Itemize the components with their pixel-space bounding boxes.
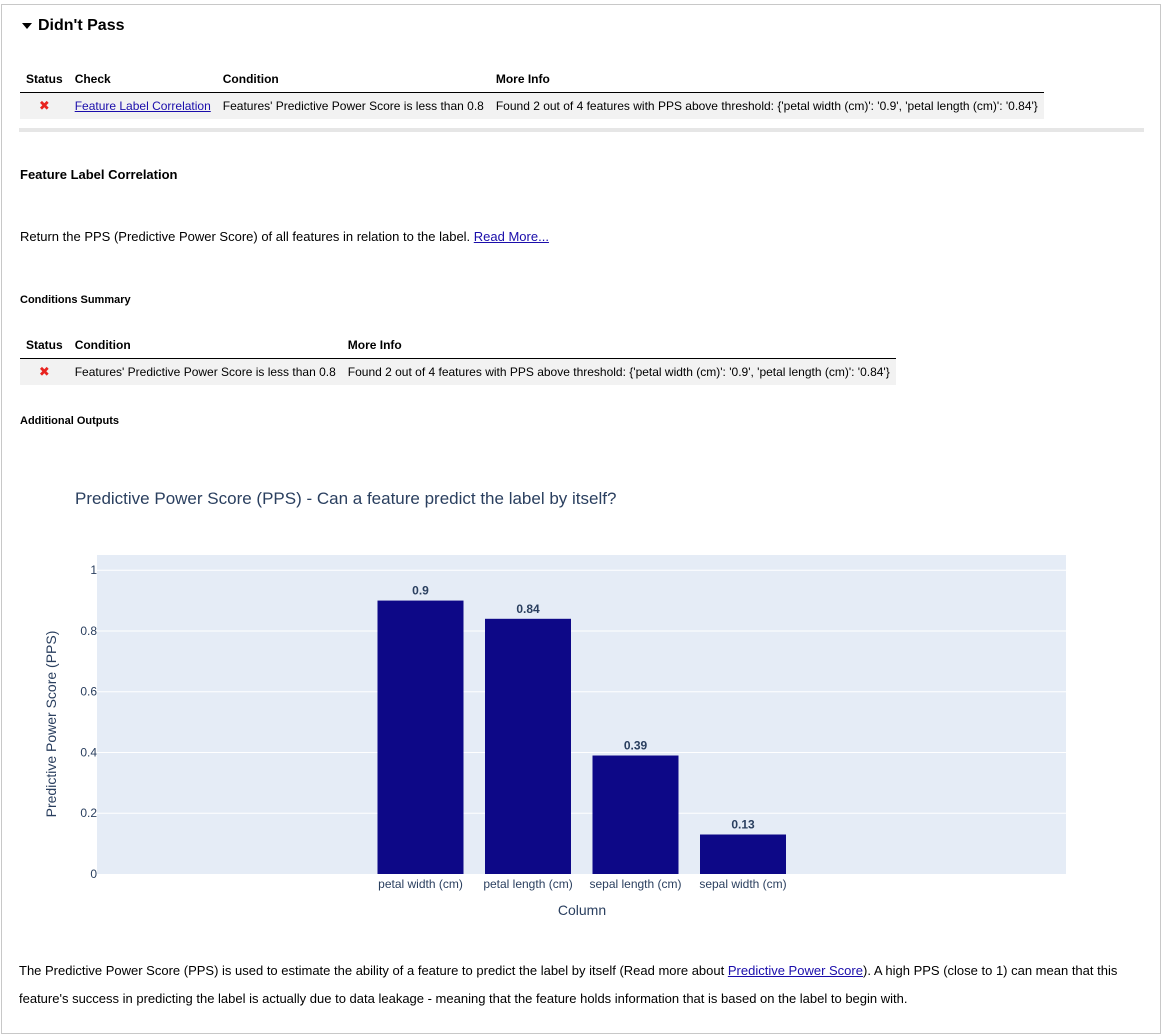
check-title: Feature Label Correlation [20,167,178,182]
footer-text: The Predictive Power Score (PPS) is used… [19,957,1144,1013]
bar[interactable] [377,600,464,874]
x-tick-label: sepal length (cm) [589,877,681,891]
footer-text-before: The Predictive Power Score (PPS) is used… [19,963,728,978]
summary-header-row: Status Check Condition More Info [20,66,1044,93]
condition-cell: Features' Predictive Power Score is less… [222,99,484,113]
check-link[interactable]: Feature Label Correlation [74,99,211,113]
y-tick-label: 0.4 [80,745,97,759]
section-toggle[interactable]: Didn't Pass [22,17,125,35]
caret-down-icon [22,23,32,29]
check-description: Return the PPS (Predictive Power Score) … [20,229,549,244]
table-row: ✖ Features' Predictive Power Score is le… [20,358,896,385]
column-header: Check [68,66,217,93]
x-tick-label: sepal width (cm) [699,877,786,891]
plot-area [97,555,1066,874]
table-row: ✖ Feature Label Correlation Features' Pr… [20,92,1044,120]
y-ticks: 0 0.2 0.4 0.6 0.8 1 [80,563,97,881]
bar-value-label: 0.39 [624,739,648,753]
x-tick-label: petal width (cm) [378,877,463,891]
x-axis-title: Column [558,902,606,918]
footer-text-after: ). A high PPS (close to 1) can mean that… [19,963,1118,1006]
y-tick-label: 1 [90,563,97,577]
bar-value-label: 0.9 [412,584,429,598]
summary-table: Status Check Condition More Info ✖ Featu… [20,66,1044,119]
y-tick-label: 0 [90,867,97,881]
divider [19,128,1144,132]
section-title: Didn't Pass [38,17,125,34]
y-tick-label: 0.6 [80,685,97,699]
bar[interactable] [700,834,786,874]
check-cell: Feature Label Correlation [69,93,217,120]
y-axis-title: Predictive Power Score (PPS) [43,631,59,818]
more-info-cell: Found 2 out of 4 features with PPS above… [347,365,890,379]
bar-value-label: 0.13 [731,818,755,832]
pps-link[interactable]: Predictive Power Score [727,963,863,978]
condition-cell: Features' Predictive Power Score is less… [74,365,336,379]
description-text: Return the PPS (Predictive Power Score) … [20,229,474,244]
column-header: Condition [68,332,342,359]
gridlines [97,569,1066,814]
conditions-header-row: Status Condition More Info [20,332,896,359]
x-tick-label: petal length (cm) [483,877,572,891]
bars[interactable]: 0.9 0.84 0.39 0.13 [377,584,787,874]
column-header: Status [20,332,69,359]
column-header: Status [20,66,69,93]
bar[interactable] [592,755,679,874]
fail-icon: ✖ [38,98,50,113]
pps-bar-chart: 0 0.2 0.4 0.6 0.8 1 0.9 0.84 0.39 0.13 petal wid… [43,555,1066,918]
bar-value-label: 0.84 [516,602,540,616]
y-tick-label: 0.8 [80,624,97,638]
column-header: More Info [341,332,896,359]
y-tick-label: 0.2 [80,806,97,820]
read-more-link[interactable]: Read More... [473,229,549,244]
additional-outputs-title: Additional Outputs [20,415,119,427]
bar[interactable] [485,618,571,874]
conditions-summary-title: Conditions Summary [20,294,131,306]
x-ticks: petal width (cm) petal length (cm) sepal l… [378,877,787,891]
column-header: More Info [489,66,1044,93]
column-header: Condition [216,66,490,93]
chart-title: Predictive Power Score (PPS) - Can a fea… [75,489,617,508]
more-info-cell: Found 2 out of 4 features with PPS above… [495,99,1038,113]
conditions-table: Status Condition More Info ✖ Features' P… [20,332,896,385]
fail-icon: ✖ [38,364,50,379]
